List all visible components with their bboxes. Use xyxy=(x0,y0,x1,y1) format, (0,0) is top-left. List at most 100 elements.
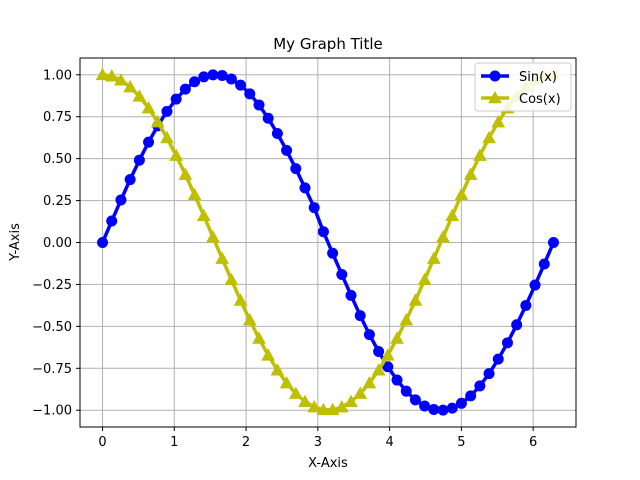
data-point xyxy=(261,348,276,361)
data-point xyxy=(491,114,506,128)
y-axis-label: Y-Axis xyxy=(8,223,23,262)
x-tick-label: 0 xyxy=(98,435,106,450)
data-point xyxy=(520,299,532,311)
data-point xyxy=(233,293,248,306)
data-point xyxy=(307,400,322,413)
data-point xyxy=(141,101,156,114)
ticks: 0 1 2 3 4 5 6 −1.00 −0.75 −0.50 −0.25 0.00 0.25 0.50 0… xyxy=(32,68,537,450)
data-point xyxy=(179,83,191,95)
data-point xyxy=(437,404,449,416)
data-point xyxy=(104,69,119,82)
data-point xyxy=(115,194,127,206)
data-point xyxy=(262,112,274,124)
legend-entry: Cos(x) xyxy=(481,90,561,107)
x-axis-label: X-Axis xyxy=(308,456,348,471)
data-point xyxy=(169,148,184,161)
legend-entry: Sin(x) xyxy=(481,70,557,85)
data-point xyxy=(399,313,414,326)
grid xyxy=(80,58,576,427)
data-point xyxy=(463,167,478,180)
legend-label: Sin(x) xyxy=(519,70,557,85)
data-point xyxy=(271,127,283,139)
data-point xyxy=(446,402,458,414)
data-point xyxy=(308,202,320,214)
data-point xyxy=(529,279,541,291)
data-point xyxy=(95,67,110,81)
data-point xyxy=(445,208,460,222)
y-tick-label: −1.00 xyxy=(32,404,72,419)
data-point xyxy=(207,69,219,81)
data-point xyxy=(170,93,182,105)
data-point xyxy=(390,331,404,344)
data-point xyxy=(382,361,394,373)
data-point xyxy=(428,403,440,415)
data-point xyxy=(473,148,487,161)
data-point xyxy=(242,313,257,326)
data-point xyxy=(224,272,239,286)
data-point xyxy=(409,394,421,406)
data-point xyxy=(327,247,339,259)
data-point xyxy=(511,319,523,331)
legend: Sin(x) Cos(x) xyxy=(474,62,572,112)
data-point xyxy=(354,310,366,322)
legend-swatch-marker xyxy=(489,70,501,82)
data-point xyxy=(419,400,431,412)
data-point xyxy=(206,230,220,243)
data-point xyxy=(279,376,294,389)
data-point xyxy=(344,394,358,407)
y-tick-label: 0.00 xyxy=(43,236,72,251)
x-tick-label: 6 xyxy=(529,435,537,450)
data-point xyxy=(114,73,128,86)
data-point xyxy=(317,226,329,238)
data-point xyxy=(187,187,202,201)
series-cos xyxy=(95,67,561,416)
data-point xyxy=(316,402,331,416)
data-point xyxy=(198,71,210,83)
y-tick-label: −0.25 xyxy=(32,278,72,293)
data-point xyxy=(215,251,230,264)
data-point xyxy=(244,88,256,100)
data-point xyxy=(252,331,266,344)
y-tick-label: 0.75 xyxy=(43,110,72,125)
data-point xyxy=(547,237,559,248)
y-tick-label: 1.00 xyxy=(43,68,72,83)
data-point xyxy=(143,136,155,148)
data-point xyxy=(178,167,193,180)
chart-title: My Graph Title xyxy=(273,35,383,53)
data-point xyxy=(189,76,201,88)
data-point xyxy=(465,390,477,402)
data-point xyxy=(161,105,173,117)
x-tick-label: 4 xyxy=(385,435,393,450)
x-tick-label: 1 xyxy=(170,435,178,450)
data-point xyxy=(133,154,145,166)
data-point xyxy=(474,380,486,392)
data-point xyxy=(216,70,228,82)
data-point xyxy=(426,251,441,264)
legend-swatch-marker xyxy=(488,90,502,104)
data-point xyxy=(501,337,513,349)
data-point xyxy=(417,272,432,286)
data-point xyxy=(106,215,118,227)
data-point xyxy=(363,329,375,341)
data-point xyxy=(160,130,174,144)
data-point xyxy=(538,258,550,270)
x-tick-label: 5 xyxy=(457,435,465,450)
data-point xyxy=(454,187,469,201)
data-point xyxy=(380,348,395,361)
data-point xyxy=(124,174,136,186)
data-point xyxy=(299,182,311,194)
series-layer xyxy=(95,67,561,416)
y-tick-label: −0.75 xyxy=(32,362,72,377)
data-point xyxy=(281,144,293,156)
data-point xyxy=(270,363,285,376)
data-point xyxy=(408,293,423,306)
data-point xyxy=(225,73,237,85)
data-point xyxy=(150,114,165,128)
y-tick-label: 0.50 xyxy=(43,152,72,167)
data-point xyxy=(362,376,377,389)
data-point xyxy=(298,394,312,407)
data-point xyxy=(253,99,265,111)
data-point xyxy=(391,374,403,386)
data-point xyxy=(345,289,357,301)
data-point xyxy=(371,363,386,376)
